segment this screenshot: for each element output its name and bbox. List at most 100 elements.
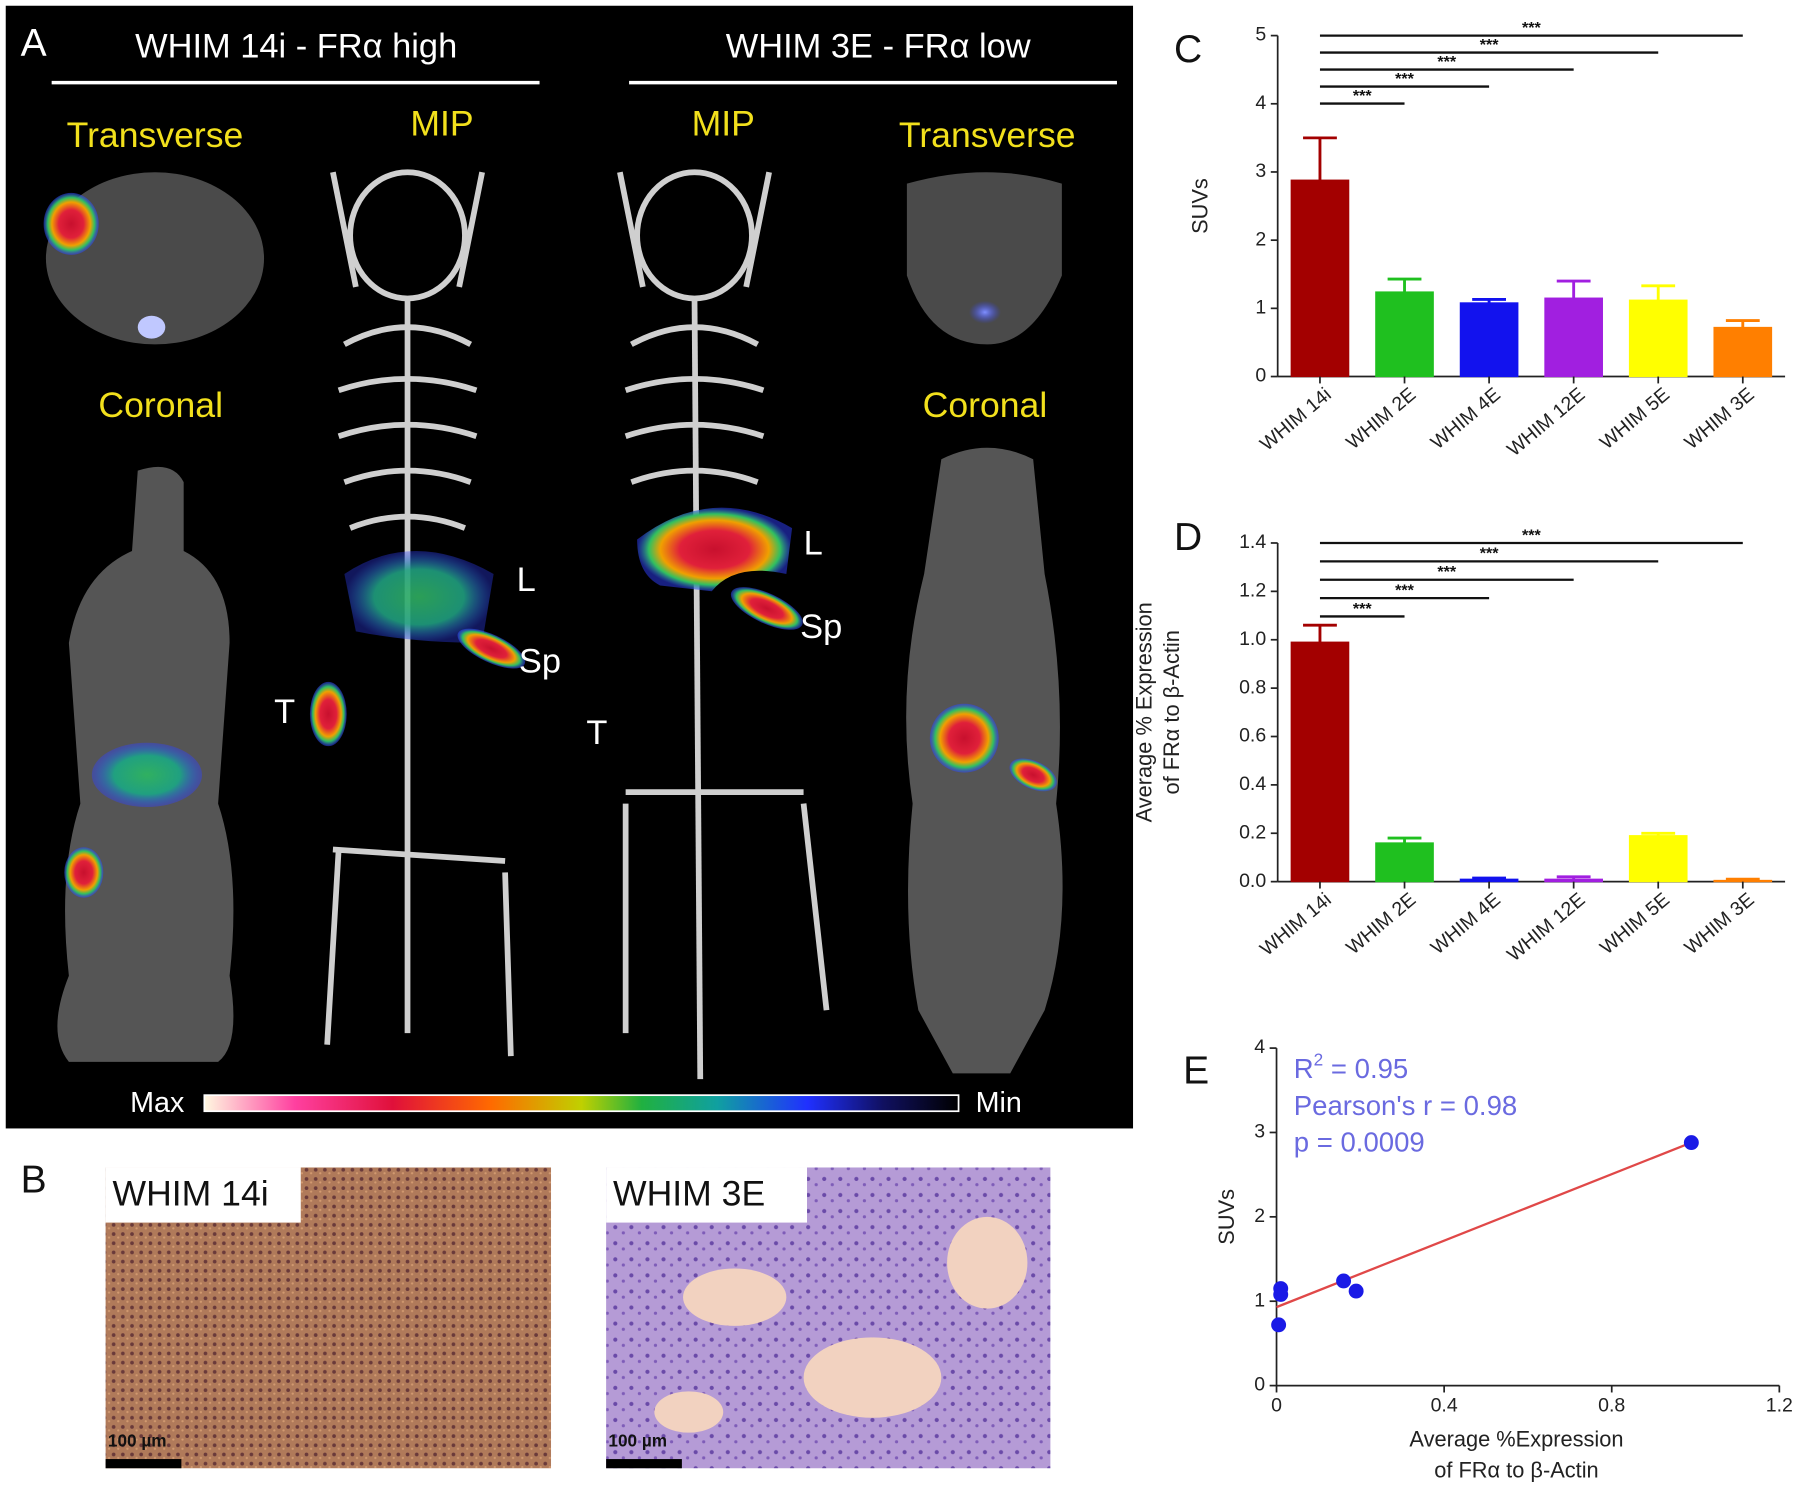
annotation-part: R — [1294, 1053, 1314, 1084]
y-tick-label: 0.8 — [1239, 676, 1266, 698]
y-tick-label: 0.4 — [1239, 773, 1266, 795]
x-tick-label: WHIM 4E — [1427, 889, 1505, 959]
spleen-uptake — [1009, 758, 1057, 792]
y-tick-label: 3 — [1255, 160, 1266, 182]
x-tick-label: WHIM 12E — [1503, 889, 1589, 966]
y-tick-label: 0 — [1254, 1374, 1265, 1396]
liver-uptake — [637, 507, 793, 592]
panel-b: B WHIM 14i 100 µm WHIM 3E 100 µm — [21, 1159, 1051, 1469]
y-tick-label: 0.0 — [1239, 870, 1266, 892]
y-tick-label: 0 — [1255, 365, 1266, 387]
annotation: Pearson's r = 0.98 — [1294, 1090, 1517, 1121]
y-tick-label: 4 — [1255, 92, 1266, 114]
panel-label: D — [1174, 516, 1202, 559]
significance-label: *** — [1437, 563, 1457, 581]
y-tick-label: 1.2 — [1239, 580, 1266, 602]
tumor-uptake — [309, 681, 347, 747]
x-tick-label: WHIM 3E — [1680, 889, 1758, 959]
x-tick-label: 0 — [1271, 1394, 1282, 1416]
annotation-part: Pearson's r = 0.98 — [1294, 1090, 1517, 1121]
annotation: p = 0.0009 — [1294, 1127, 1425, 1158]
bone-uptake — [968, 300, 1002, 324]
tumor-uptake — [43, 192, 99, 255]
panel-label: A — [21, 22, 47, 65]
view-label: Transverse — [67, 115, 244, 155]
view-label: Coronal — [923, 385, 1048, 425]
x-tick-label: WHIM 4E — [1427, 384, 1505, 454]
y-axis-label: Average % Expression — [1131, 602, 1156, 822]
x-tick-label: WHIM 14i — [1256, 384, 1336, 456]
group-title: WHIM 14i - FRα high — [135, 27, 457, 65]
liver-uptake — [91, 742, 203, 808]
spleen-uptake — [730, 587, 803, 630]
x-tick-label: 0.8 — [1598, 1394, 1625, 1416]
y-axis-label: SUVs — [1188, 178, 1213, 234]
bar — [1713, 879, 1773, 883]
organ-label: Sp — [800, 608, 842, 646]
significance-label: *** — [1353, 87, 1373, 105]
bar — [1375, 291, 1434, 378]
y-axis-label: SUVs — [1214, 1189, 1239, 1245]
scale-label: 100 µm — [608, 1430, 667, 1450]
image-title: WHIM 14i — [113, 1174, 269, 1214]
ct-slice — [45, 172, 265, 345]
bar — [1459, 302, 1519, 378]
image-label-box — [105, 1167, 301, 1223]
significance-label: *** — [1437, 53, 1457, 71]
data-point — [1348, 1283, 1364, 1299]
bar — [1628, 299, 1688, 378]
y-tick-label: 1.4 — [1239, 531, 1266, 553]
panel-label: E — [1183, 1050, 1209, 1093]
view-label: MIP — [410, 104, 473, 144]
organ-label: L — [517, 561, 536, 599]
ct-slice — [906, 172, 1062, 345]
y-axis-label: of FRα to β-Actin — [1159, 630, 1184, 794]
significance-label: *** — [1480, 545, 1500, 563]
view-label: Coronal — [98, 385, 223, 425]
annotation-part: p = 0.0009 — [1294, 1127, 1425, 1158]
y-tick-label: 3 — [1254, 1121, 1265, 1143]
bar — [1290, 179, 1350, 378]
panel-label: B — [21, 1159, 47, 1202]
view-label: Transverse — [899, 115, 1076, 155]
x-tick-label: WHIM 2E — [1342, 384, 1420, 454]
liver-uptake — [929, 703, 999, 773]
bar — [1375, 842, 1434, 883]
scale-bar — [606, 1459, 682, 1469]
data-point — [1336, 1273, 1352, 1289]
bar — [1290, 641, 1350, 883]
scale-label: 100 µm — [108, 1430, 167, 1450]
scale-bar — [105, 1459, 182, 1469]
y-tick-label: 4 — [1254, 1036, 1265, 1058]
data-point — [1683, 1135, 1699, 1151]
x-tick-label: WHIM 2E — [1342, 889, 1420, 959]
x-tick-label: WHIM 14i — [1256, 889, 1336, 961]
colorbar-max: Max — [130, 1087, 185, 1119]
data-point — [1271, 1317, 1287, 1333]
x-tick-label: WHIM 5E — [1596, 889, 1674, 959]
x-tick-label: WHIM 5E — [1596, 384, 1674, 454]
panel-label: C — [1174, 28, 1202, 71]
group-title: WHIM 3E - FRα low — [726, 27, 1031, 65]
y-tick-label: 1 — [1255, 297, 1266, 319]
x-tick-label: 1.2 — [1766, 1394, 1793, 1416]
x-tick-label: 0.4 — [1431, 1394, 1458, 1416]
annotation-part: 2 — [1314, 1049, 1324, 1069]
tumor-uptake — [64, 847, 104, 898]
significance-label: *** — [1480, 36, 1500, 54]
colorbar-min: Min — [976, 1087, 1022, 1119]
significance-label: *** — [1353, 600, 1373, 618]
mip-skeleton — [324, 169, 514, 1057]
image-title: WHIM 3E — [613, 1174, 765, 1214]
bone-uptake — [137, 315, 166, 339]
annotation: R2 = 0.95 — [1294, 1049, 1409, 1084]
y-tick-label: 1.0 — [1239, 628, 1266, 650]
x-tick-label: WHIM 3E — [1680, 384, 1758, 454]
liver-uptake — [344, 551, 494, 643]
mip-skeleton — [617, 169, 830, 1080]
organ-label: L — [804, 524, 823, 562]
data-point — [1273, 1281, 1289, 1297]
